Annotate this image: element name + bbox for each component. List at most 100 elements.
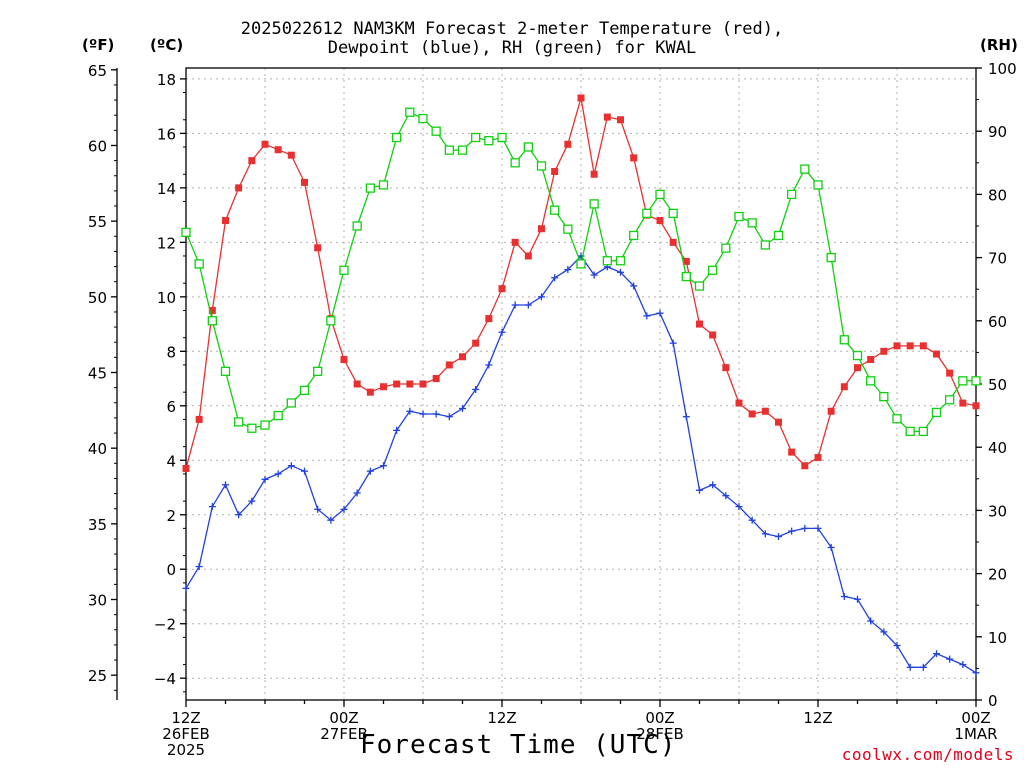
2-meter-temperature-point: [564, 140, 572, 148]
2-meter-temperature-point: [235, 184, 243, 192]
celsius-tick-label: 0: [166, 561, 176, 579]
rh-point: [194, 259, 204, 269]
rh-point: [352, 221, 362, 231]
rh-point: [418, 113, 428, 124]
rh-point: [852, 350, 863, 361]
fahrenheit-tick-label: 50: [88, 289, 107, 307]
dewpoint-point: [459, 405, 466, 413]
2-meter-temperature-point: [696, 320, 703, 328]
rh-axis-label: (RH): [980, 36, 1018, 54]
celsius-tick-label: 14: [157, 180, 176, 198]
rh-tick-label: 80: [988, 186, 1007, 204]
dewpoint-point: [261, 475, 269, 483]
x-tick-label-line: 12Z: [171, 709, 200, 727]
fahrenheit-tick-label: 55: [88, 213, 107, 231]
2-meter-temperature-point: [498, 285, 506, 293]
rh-point: [431, 126, 441, 136]
2-meter-temperature-point: [854, 364, 861, 372]
dewpoint-point: [643, 312, 651, 320]
dewpoint-point: [959, 661, 967, 669]
dewpoint-point: [564, 266, 572, 274]
2-meter-temperature-point: [827, 407, 835, 415]
dewpoint-point: [972, 669, 980, 677]
2-meter-temperature-point: [748, 410, 756, 418]
rh-point: [339, 265, 349, 275]
dewpoint-point: [485, 361, 493, 369]
celsius-tick-label: 6: [166, 398, 176, 416]
2-meter-temperature-point: [840, 383, 848, 391]
x-tick-label: 00Z 27FEB: [320, 709, 367, 743]
2-meter-temperature-point: [551, 168, 559, 176]
2-meter-temperature-point: [472, 339, 480, 347]
dewpoint-point: [524, 301, 532, 309]
dewpoint-point: [208, 503, 216, 511]
celsius-tick-label: 8: [166, 343, 176, 361]
dewpoint-point: [946, 655, 954, 663]
celsius-tick-label: 18: [157, 71, 176, 89]
rh-point: [787, 189, 797, 200]
celsius-tick-label: 2: [166, 507, 176, 525]
rh-point: [800, 164, 810, 174]
dewpoint-point: [393, 426, 401, 434]
x-axis-label: Forecast Time (UTC): [360, 730, 677, 760]
2-meter-temperature-point: [590, 170, 598, 178]
rh-point: [220, 366, 231, 377]
fahrenheit-tick-label: 60: [88, 137, 107, 155]
2-meter-temperature-point: [524, 252, 532, 260]
rh-point: [813, 180, 823, 190]
source-credit[interactable]: coolwx.com/models: [841, 745, 1014, 764]
grid-lines: [186, 68, 976, 700]
dewpoint-point: [696, 486, 703, 494]
fahrenheit-tick-label: 45: [88, 364, 107, 382]
2-meter-temperature-point: [656, 217, 664, 225]
rh-point: [392, 132, 402, 143]
rh-point: [563, 224, 573, 234]
x-tick-label: 00Z 1MAR: [954, 709, 997, 743]
rh-tick-label: 70: [988, 250, 1007, 268]
chart-title-line-1: 2025022612 NAM3KM Forecast 2-meter Tempe…: [240, 19, 784, 39]
2-meter-temperature-point: [380, 383, 387, 391]
rh-point: [510, 158, 520, 168]
2-meter-temperature-point: [761, 407, 769, 415]
2-meter-temperature-point: [617, 116, 624, 124]
series-layer: [181, 94, 981, 677]
rh-point: [694, 281, 705, 291]
2-meter-temperature-point: [195, 415, 203, 423]
rh-point: [655, 189, 665, 200]
2-meter-temperature-point: [933, 350, 940, 358]
dewpoint-point: [617, 268, 624, 276]
x-tick-label-line: 2025: [167, 741, 205, 759]
dewpoint-point: [235, 511, 243, 519]
dewpoint-point: [538, 293, 545, 301]
2-meter-temperature-point: [485, 315, 493, 323]
rh-point: [365, 183, 375, 193]
dewpoint-point: [761, 530, 769, 538]
x-tick-label: 12Z 26FEB 2025: [162, 709, 209, 759]
dewpoint-point: [222, 481, 229, 489]
rh-point: [866, 376, 876, 386]
rh-point: [945, 395, 955, 405]
rh-point: [576, 259, 586, 269]
fahrenheit-tick-label: 35: [88, 516, 107, 534]
2-meter-temperature-point: [301, 178, 308, 186]
dewpoint-point: [827, 543, 835, 551]
x-tick-label-line: 00Z: [329, 709, 358, 727]
rh-tick-label: 60: [988, 313, 1007, 331]
2-meter-temperature-point: [972, 402, 980, 410]
dewpoint-point: [551, 274, 559, 282]
fahrenheit-tick-label: 30: [88, 592, 107, 610]
rh-point: [931, 407, 942, 418]
rh-point: [708, 265, 718, 275]
2-meter-temperature-point: [775, 418, 782, 426]
x-tick-label: 00Z 28FEB: [636, 709, 683, 743]
2-meter-temperature-point: [959, 399, 967, 407]
rh-point: [181, 227, 191, 237]
2-meter-temperature-point: [630, 154, 638, 162]
rh-point: [879, 391, 889, 402]
dewpoint-point: [590, 271, 598, 279]
dewpoint-point: [182, 584, 190, 592]
dewpoint-point: [353, 489, 361, 497]
rh-point: [457, 145, 468, 155]
rh-tick-label: 100: [988, 60, 1017, 78]
rh-tick-label: 90: [988, 123, 1007, 141]
